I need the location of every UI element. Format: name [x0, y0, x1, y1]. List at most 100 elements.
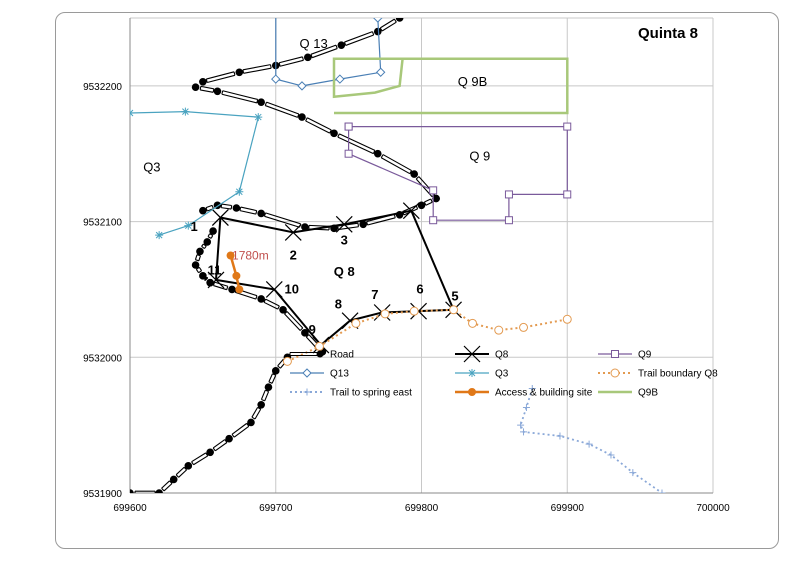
series-q9	[344, 122, 572, 225]
road-segment	[134, 490, 156, 493]
road-node	[155, 489, 163, 493]
road-segment	[205, 204, 214, 212]
series-q8	[207, 202, 462, 354]
zone-label: Q 8	[334, 264, 355, 279]
road-segment	[310, 44, 338, 59]
data-point	[314, 341, 324, 351]
point-label: 5	[451, 288, 458, 303]
road-segment	[415, 176, 436, 198]
legend-marker	[302, 368, 312, 378]
zone-label: Q 9B	[458, 74, 488, 89]
legend-label: Q3	[495, 369, 509, 380]
data-point	[235, 187, 244, 196]
data-point	[449, 305, 459, 315]
road-segment	[284, 311, 304, 331]
data-point	[607, 451, 615, 459]
legend-item: Q9B	[598, 388, 658, 399]
x-tick-label: 699600	[113, 503, 147, 514]
series-line	[286, 308, 568, 363]
road-segment	[239, 206, 258, 215]
road-segment	[199, 85, 215, 93]
road-segment	[175, 466, 188, 478]
data-point	[344, 149, 353, 158]
road-node	[257, 98, 265, 106]
data-point	[297, 81, 307, 91]
road-node	[301, 329, 309, 337]
legend-label: Trail to spring east	[330, 388, 412, 399]
data-point	[429, 216, 438, 225]
data-point	[409, 306, 419, 316]
legend-label: Road	[330, 350, 354, 361]
legend-marker	[610, 368, 620, 378]
data-point	[375, 67, 386, 77]
road-node	[373, 27, 382, 36]
legend-item: Q8	[455, 345, 509, 363]
road-node	[417, 201, 426, 210]
series-trail-to-spring-east	[517, 385, 666, 493]
chart-title: Quinta 8	[638, 25, 698, 42]
legend-label: Q13	[330, 369, 349, 380]
road-segment	[305, 334, 321, 350]
series-road	[191, 83, 440, 203]
road-node	[395, 18, 404, 22]
road-node	[199, 206, 207, 215]
legend-item: Access & building site	[455, 388, 593, 399]
data-point	[344, 122, 353, 131]
x-tick-label: 699700	[259, 503, 293, 514]
series-q9b	[332, 57, 569, 115]
road-segment	[231, 422, 250, 438]
legend-marker	[303, 388, 311, 396]
series-road	[199, 18, 404, 86]
series-line	[214, 209, 456, 347]
data-point	[155, 231, 164, 240]
legend-item: Q13	[290, 368, 349, 380]
series-line	[130, 110, 260, 236]
data-point	[211, 209, 229, 226]
data-point	[563, 122, 572, 131]
x-tick-label: 699800	[405, 503, 439, 514]
point-label: 10	[285, 282, 299, 297]
data-point	[494, 325, 504, 335]
data-point	[380, 309, 390, 319]
data-point	[207, 271, 225, 289]
series-line	[519, 388, 663, 493]
road-node	[337, 41, 346, 49]
data-point	[335, 215, 353, 233]
data-point	[351, 318, 361, 328]
road-segment	[220, 203, 233, 210]
road-node	[209, 227, 217, 235]
point-label: 6	[416, 282, 423, 297]
legend-swatch	[289, 352, 319, 356]
road-segment	[380, 154, 413, 175]
road-segment	[305, 117, 332, 134]
series-line	[348, 126, 568, 221]
y-tick-label: 9532100	[83, 218, 122, 229]
legend-item: Q9	[598, 350, 652, 361]
zone-label: Q3	[143, 159, 160, 174]
road-segment	[195, 266, 203, 274]
series-q13	[271, 18, 386, 91]
data-point	[181, 107, 190, 116]
road-segment	[205, 71, 236, 84]
chart-frame	[55, 12, 779, 549]
series-road	[199, 194, 440, 233]
point-label: 3	[341, 233, 348, 248]
road-node	[199, 272, 207, 280]
road-node	[410, 170, 419, 178]
road-segment	[212, 439, 228, 452]
data-point	[373, 18, 383, 23]
legend-marker	[316, 350, 324, 358]
legend-item: Q3	[455, 369, 509, 380]
series-line	[332, 57, 569, 115]
road-segment	[204, 276, 209, 281]
series-q3	[130, 107, 263, 240]
road-segment	[379, 18, 397, 32]
y-tick-label: 9532000	[83, 353, 122, 364]
y-tick-label: 9531900	[83, 489, 122, 500]
x-tick-label: 700000	[696, 503, 730, 514]
data-point	[429, 186, 438, 195]
data-point	[282, 356, 292, 366]
series-road	[130, 353, 292, 493]
road-node	[271, 367, 280, 375]
